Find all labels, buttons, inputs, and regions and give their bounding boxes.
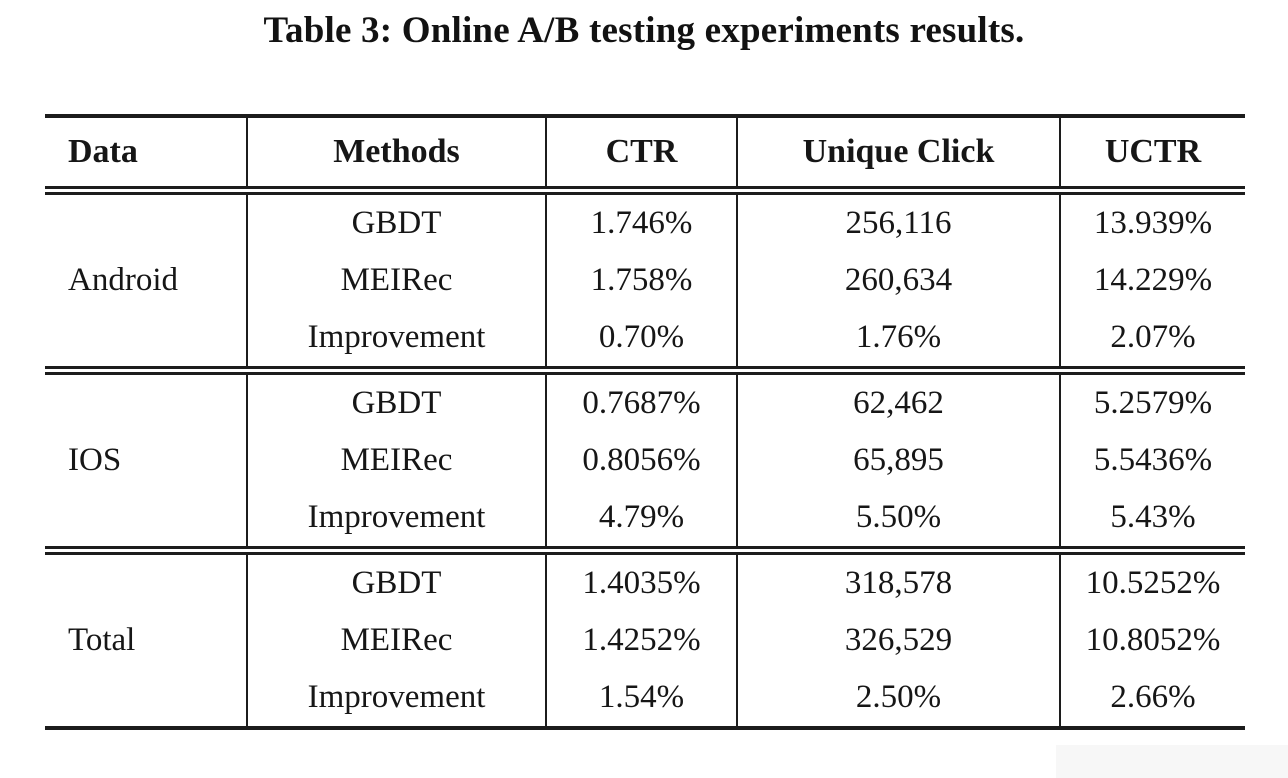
results-table: Data Methods CTR Unique Click UCTR Andro… xyxy=(45,114,1245,730)
method-cell: GBDT xyxy=(247,550,547,612)
col-header-methods: Methods xyxy=(247,116,547,195)
unique-click-cell: 5.50% xyxy=(737,489,1061,555)
uctr-cell: 5.2579% xyxy=(1093,385,1213,421)
ctr-cell: 1.758% xyxy=(546,252,738,309)
table-row: Improvement 4.79% 5.50% 5.43% xyxy=(45,489,1245,555)
table-row: Improvement 0.70% 1.76% 2.07% xyxy=(45,309,1245,375)
uctr-cell: 10.8052% xyxy=(1085,622,1221,658)
col-header-data: Data xyxy=(45,116,248,195)
method-cell: GBDT xyxy=(247,190,547,252)
data-group-android: Android xyxy=(45,190,248,375)
table-row: MEIRec 0.8056% 65,895 5.5436% xyxy=(45,432,1245,489)
table-row: IOS GBDT 0.7687% 62,462 5.2579% xyxy=(45,370,1245,555)
uctr-cell: 2.07% xyxy=(1060,309,1245,375)
unique-click-cell: 65,895 xyxy=(737,432,1061,489)
ctr-cell: 4.79% xyxy=(546,489,738,555)
unique-click-cell: 1.76% xyxy=(737,309,1061,375)
method-cell: Improvement xyxy=(247,669,547,730)
table-row: Total GBDT 1.4035% 318,578 10.5252% xyxy=(45,550,1245,730)
table-row: Android GBDT 1.746% 256,116 13.939% xyxy=(45,190,1245,375)
uctr-cell: 13.939% xyxy=(1093,205,1213,241)
uctr-cell: 14.229% xyxy=(1093,262,1213,298)
ctr-cell: 1.54% xyxy=(546,669,738,730)
method-cell: MEIRec xyxy=(247,612,547,669)
uctr-cell: 5.5436% xyxy=(1093,442,1213,478)
uctr-cell: 10.5252% xyxy=(1085,565,1221,601)
screenshot-artifact-box xyxy=(1056,745,1288,778)
method-cell: Improvement xyxy=(247,489,547,555)
unique-click-cell: 318,578 xyxy=(737,550,1061,612)
ctr-cell: 0.8056% xyxy=(546,432,738,489)
ctr-cell: 1.4035% xyxy=(546,550,738,612)
method-cell: GBDT xyxy=(247,370,547,432)
table-row: Improvement 1.54% 2.50% 2.66% xyxy=(45,669,1245,730)
table-row: MEIRec 1.758% 260,634 14.229% xyxy=(45,252,1245,309)
table-caption: Table 3: Online A/B testing experiments … xyxy=(263,10,1025,51)
uctr-cell: 5.43% xyxy=(1060,489,1245,555)
unique-click-cell: 326,529 xyxy=(737,612,1061,669)
col-header-uctr: UCTR xyxy=(1060,116,1245,195)
ctr-cell: 1.746% xyxy=(546,190,738,252)
unique-click-cell: 62,462 xyxy=(737,370,1061,432)
ctr-cell: 1.4252% xyxy=(546,612,738,669)
table-row: MEIRec 1.4252% 326,529 10.8052% xyxy=(45,612,1245,669)
col-header-unique-click: Unique Click xyxy=(737,116,1061,195)
method-cell: Improvement xyxy=(247,309,547,375)
unique-click-cell: 260,634 xyxy=(737,252,1061,309)
unique-click-cell: 2.50% xyxy=(737,669,1061,730)
data-group-total: Total xyxy=(45,550,248,730)
data-group-ios: IOS xyxy=(45,370,248,555)
method-cell: MEIRec xyxy=(247,252,547,309)
unique-click-cell: 256,116 xyxy=(737,190,1061,252)
uctr-cell: 2.66% xyxy=(1060,669,1245,730)
ctr-cell: 0.7687% xyxy=(546,370,738,432)
col-header-ctr: CTR xyxy=(546,116,738,195)
ctr-cell: 0.70% xyxy=(546,309,738,375)
table-header-row: Data Methods CTR Unique Click UCTR xyxy=(45,116,1245,195)
method-cell: MEIRec xyxy=(247,432,547,489)
